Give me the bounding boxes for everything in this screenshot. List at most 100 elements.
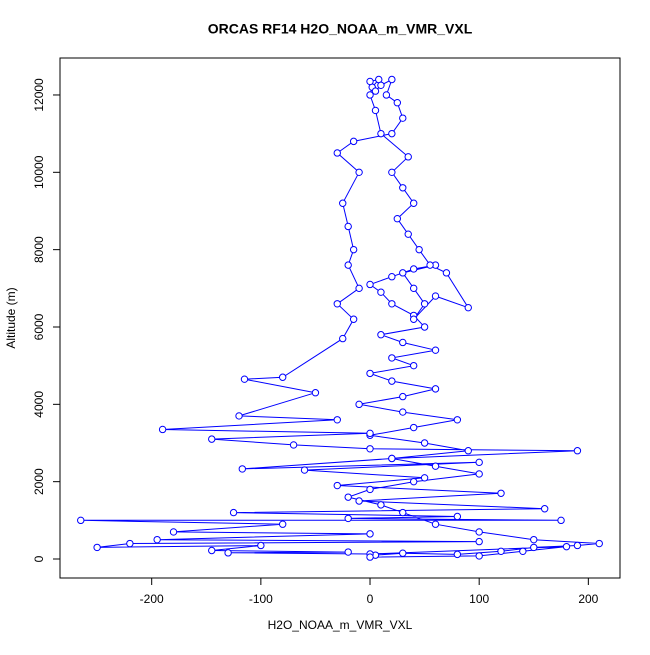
data-point bbox=[311, 389, 320, 397]
data-point bbox=[409, 477, 418, 486]
data-point bbox=[257, 541, 265, 550]
x-tick-label: 200 bbox=[578, 592, 598, 606]
data-point bbox=[562, 542, 571, 551]
data-point bbox=[573, 447, 582, 455]
data-point bbox=[366, 485, 374, 494]
data-point bbox=[377, 501, 385, 509]
data-point bbox=[126, 539, 134, 548]
data-point bbox=[530, 535, 538, 544]
data-point bbox=[388, 300, 396, 308]
data-point bbox=[366, 77, 374, 86]
data-point bbox=[388, 129, 396, 138]
data-point bbox=[377, 81, 385, 90]
data-point bbox=[344, 222, 352, 231]
data-point bbox=[519, 547, 527, 555]
data-point bbox=[557, 516, 565, 525]
data-point bbox=[399, 338, 407, 347]
data-point bbox=[475, 537, 483, 546]
x-axis-label: H2O_NOAA_m_VMR_VXL bbox=[268, 618, 413, 632]
data-point bbox=[409, 315, 418, 323]
data-point bbox=[333, 300, 341, 308]
data-point bbox=[399, 508, 407, 517]
data-point bbox=[349, 137, 358, 146]
data-point bbox=[388, 75, 396, 84]
data-point bbox=[453, 550, 462, 559]
data-point bbox=[388, 354, 396, 362]
data-point bbox=[431, 385, 440, 393]
data-point bbox=[464, 447, 472, 455]
data-point bbox=[208, 546, 216, 555]
data-point bbox=[399, 549, 407, 557]
x-tick-label: -200 bbox=[140, 592, 164, 606]
data-point bbox=[344, 261, 352, 269]
data-point bbox=[415, 245, 423, 254]
data-point bbox=[377, 129, 385, 138]
y-tick-label: 8000 bbox=[32, 236, 46, 263]
data-point bbox=[333, 416, 341, 424]
data-point bbox=[404, 153, 412, 161]
data-point bbox=[355, 284, 363, 293]
x-tick-label: -100 bbox=[249, 592, 273, 606]
data-point bbox=[355, 400, 363, 409]
data-point bbox=[399, 114, 407, 122]
data-point bbox=[344, 493, 352, 501]
data-point bbox=[399, 269, 407, 277]
data-point bbox=[409, 423, 418, 432]
data-point bbox=[238, 465, 247, 473]
plot-box bbox=[59, 57, 621, 579]
data-point bbox=[77, 516, 85, 525]
data-point bbox=[388, 454, 396, 463]
y-tick-label: 0 bbox=[32, 555, 46, 562]
data-point bbox=[229, 508, 238, 517]
data-point bbox=[158, 425, 167, 434]
data-point bbox=[453, 416, 462, 424]
data-point bbox=[409, 361, 418, 370]
data-point bbox=[278, 373, 287, 381]
data-point bbox=[153, 535, 161, 544]
data-point bbox=[366, 553, 374, 561]
data-point bbox=[431, 346, 440, 354]
data-point bbox=[366, 530, 374, 538]
data-point bbox=[420, 474, 429, 482]
data-point bbox=[366, 280, 374, 289]
data-point bbox=[93, 543, 101, 552]
data-point bbox=[399, 392, 407, 401]
data-point bbox=[426, 261, 434, 269]
data-point bbox=[349, 315, 358, 323]
data-point bbox=[224, 549, 232, 557]
data-point bbox=[431, 462, 440, 470]
y-tick-label: 2000 bbox=[32, 468, 46, 495]
data-line bbox=[80, 78, 600, 558]
y-tick-label: 10000 bbox=[32, 155, 46, 189]
data-point bbox=[388, 168, 396, 177]
data-point bbox=[453, 512, 462, 521]
data-point bbox=[333, 149, 341, 157]
data-point bbox=[382, 91, 391, 99]
data-point bbox=[371, 87, 380, 95]
data-point bbox=[475, 528, 483, 536]
x-tick-label: 0 bbox=[367, 592, 374, 606]
data-point bbox=[475, 552, 483, 560]
data-point bbox=[409, 199, 418, 207]
data-point bbox=[333, 481, 341, 490]
data-point bbox=[393, 215, 402, 223]
data-point bbox=[366, 445, 374, 453]
data-point bbox=[475, 470, 483, 478]
data-point bbox=[388, 273, 396, 281]
data-point bbox=[366, 369, 374, 378]
x-tick-label: 100 bbox=[469, 592, 489, 606]
data-point bbox=[420, 323, 429, 331]
data-point bbox=[442, 269, 451, 277]
data-point bbox=[399, 184, 407, 192]
data-point bbox=[344, 514, 352, 523]
data-point bbox=[404, 230, 412, 238]
data-point bbox=[475, 458, 483, 467]
data-point bbox=[355, 168, 363, 177]
data-point bbox=[377, 288, 385, 296]
data-point bbox=[530, 543, 538, 552]
data-point bbox=[431, 520, 440, 528]
data-point bbox=[366, 91, 374, 99]
data-point bbox=[235, 412, 243, 420]
data-point bbox=[409, 265, 418, 273]
